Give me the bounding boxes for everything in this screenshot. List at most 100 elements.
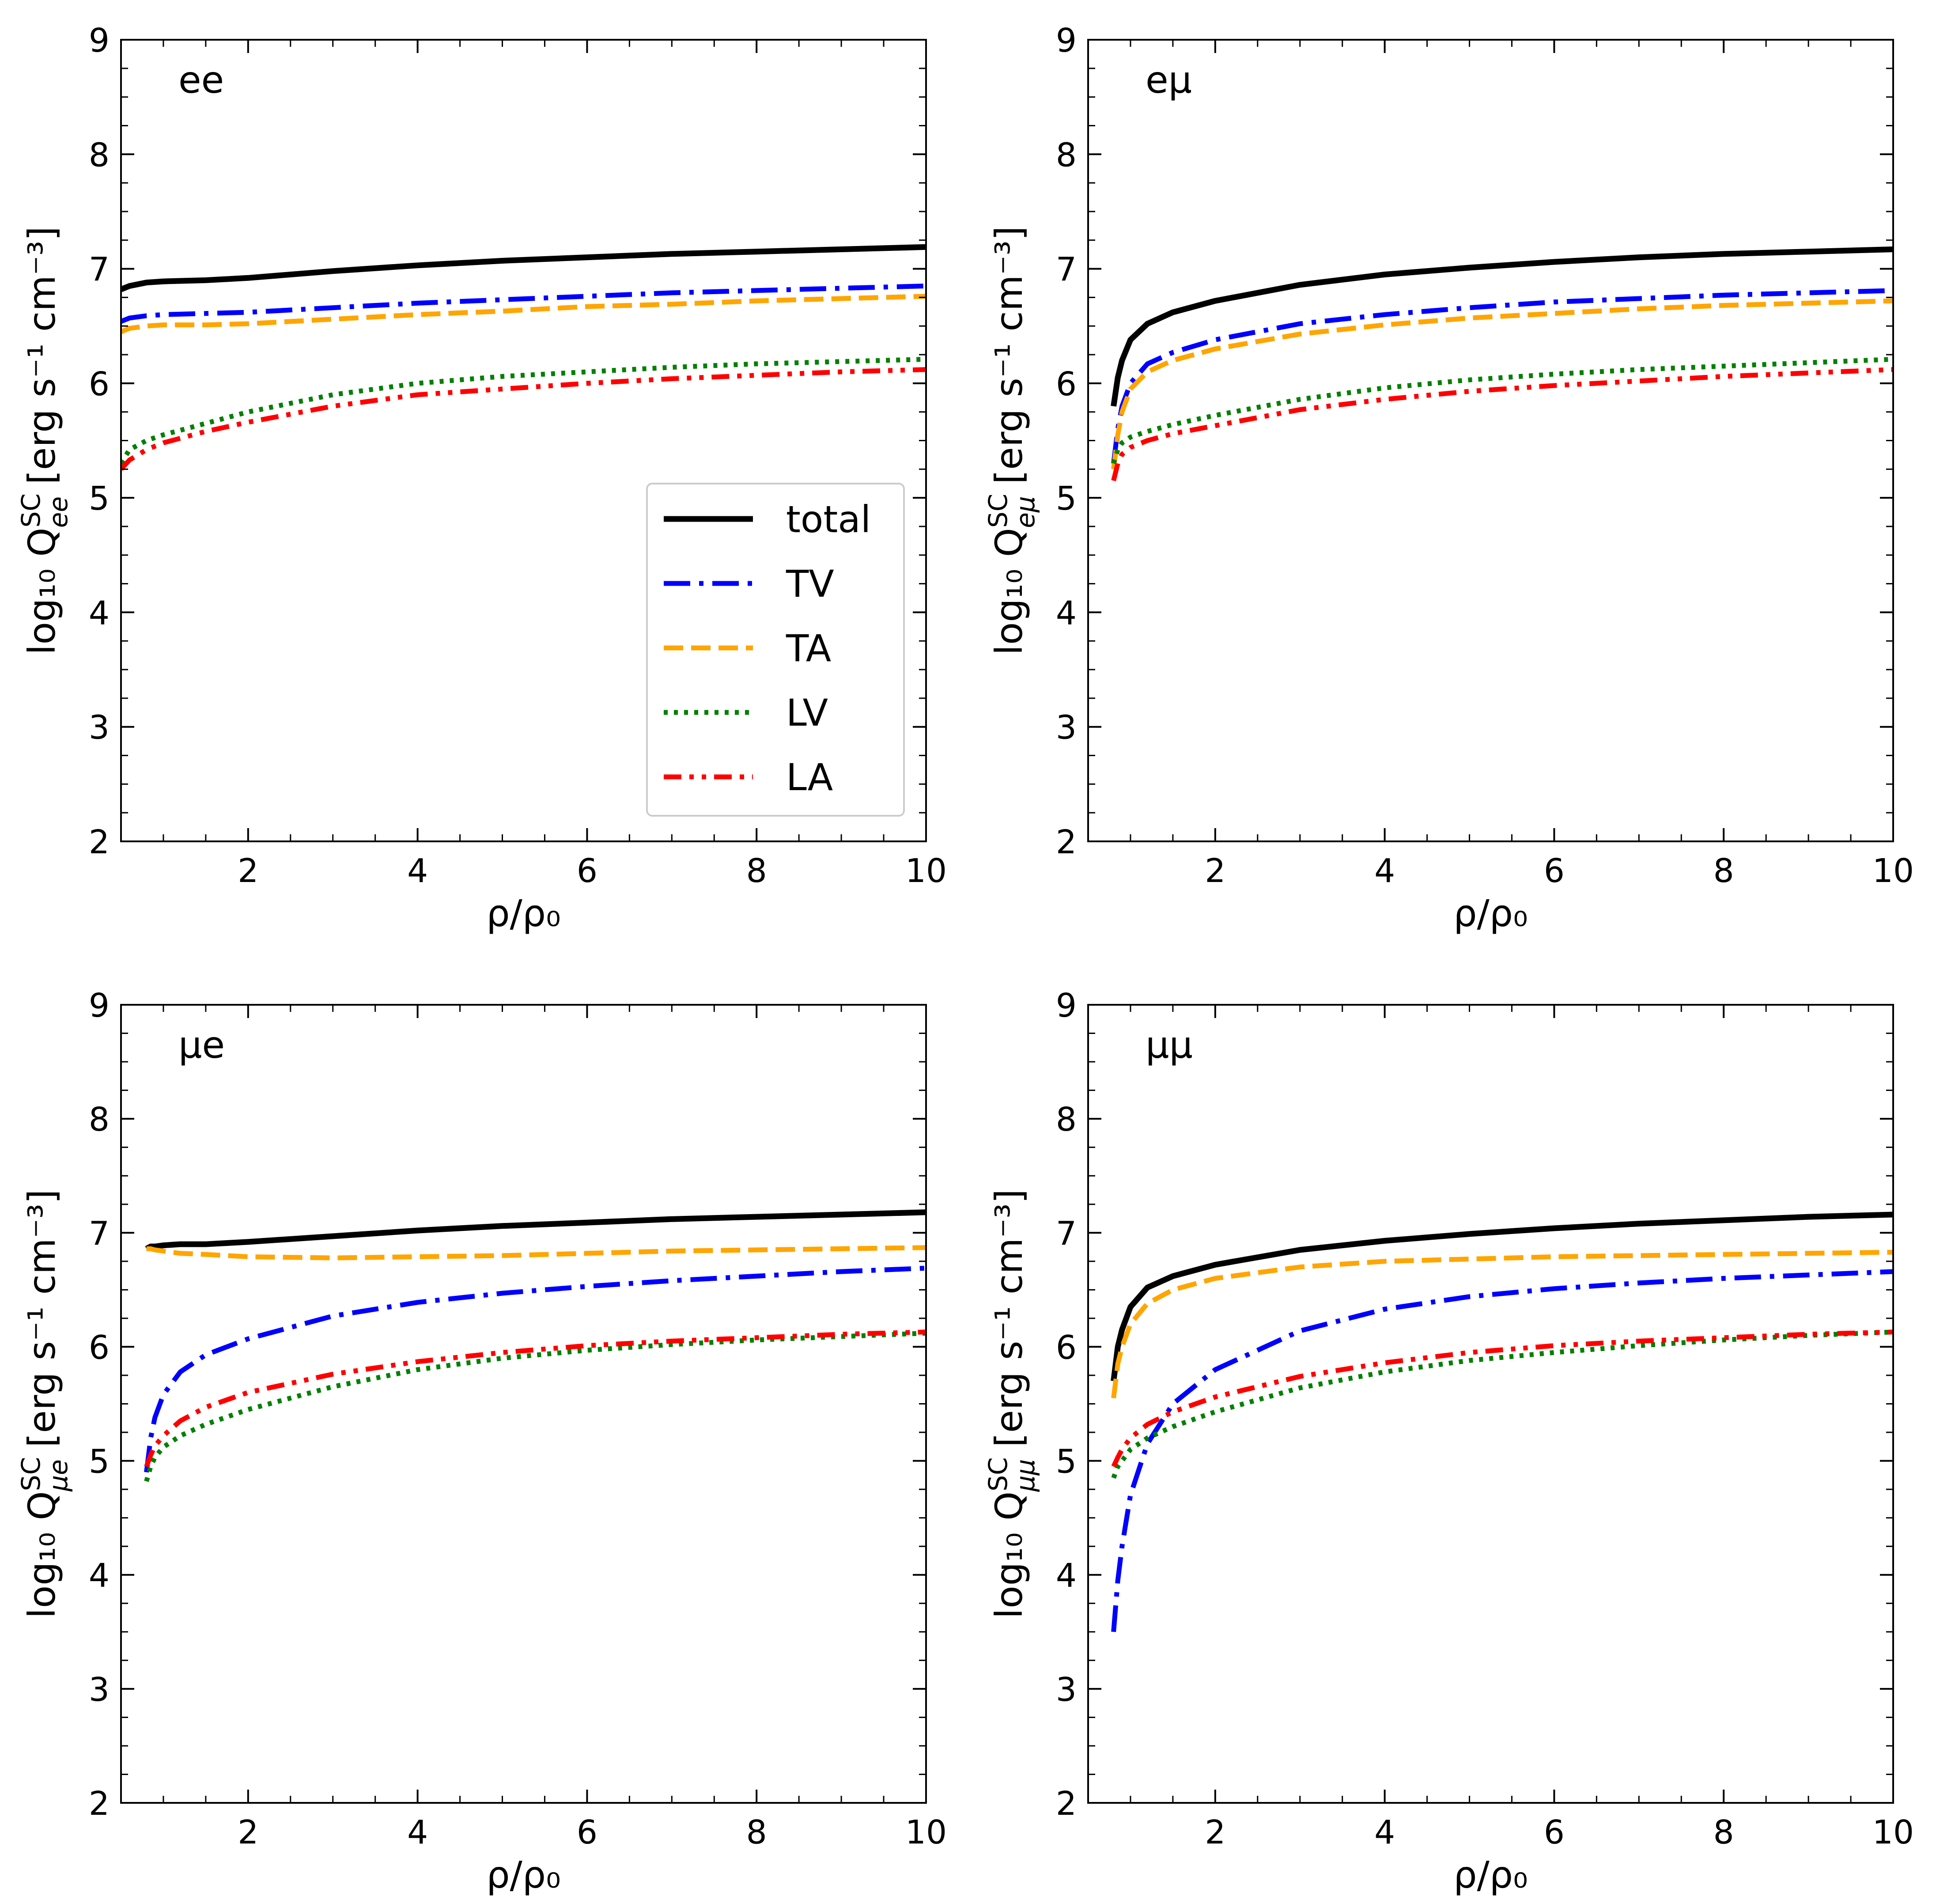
x-tick-label: 4 — [407, 1813, 428, 1851]
x-tick-label: 2 — [1205, 1813, 1225, 1851]
y-tick-label: 7 — [89, 1215, 110, 1253]
y-tick-label: 3 — [1056, 1671, 1077, 1709]
y-tick-label: 4 — [89, 594, 110, 632]
x-tick-label: 10 — [1872, 852, 1914, 890]
legend-label-tv: TV — [786, 562, 834, 606]
y-tick-label: 7 — [1056, 1215, 1077, 1253]
legend-label-lv: LV — [786, 691, 828, 734]
y-tick-label: 8 — [1056, 1101, 1077, 1139]
series-line-ta — [121, 294, 926, 334]
y-tick-label: 6 — [1056, 1329, 1077, 1366]
panel-ee: 2 4 6 8 10 2 3 4 5 6 7 8 9 ρ/ρ₀ log₁₀ QSCee [erg s⁻¹ c… — [16, 22, 947, 935]
legend-label-ta: TA — [786, 627, 831, 670]
axes-frame — [1087, 1004, 1894, 1804]
x-tick-label: 8 — [1713, 1813, 1734, 1851]
x-tick-label: 6 — [577, 852, 597, 890]
panel-label: ee — [178, 58, 224, 102]
y-tick-label: 9 — [1056, 987, 1077, 1025]
axes-frame — [1087, 39, 1894, 842]
y-tick-label: 9 — [89, 987, 110, 1025]
y-tick-label: 2 — [1056, 823, 1077, 861]
panel-mumu: 2 4 6 8 10 2 3 4 5 6 7 8 9 ρ/ρ₀ log₁₀ QSCμμ [erg s⁻¹ c… — [983, 987, 1914, 1896]
series-line-la — [1111, 1329, 1893, 1468]
panel-label: eμ — [1146, 58, 1192, 102]
y-tick-label: 5 — [89, 480, 110, 518]
x-tick-label: 8 — [746, 1813, 767, 1851]
tick-marks — [1088, 39, 1894, 842]
panel-mue: 2 4 6 8 10 2 3 4 5 6 7 8 9 ρ/ρ₀ log₁₀ QSCμe [erg s⁻¹ c… — [16, 987, 947, 1896]
y-tick-label: 2 — [1056, 1785, 1077, 1823]
x-tick-label: 4 — [407, 852, 428, 890]
series-line-lv — [121, 356, 926, 465]
x-tick-label: 6 — [1544, 1813, 1565, 1851]
y-tick-label: 6 — [89, 365, 110, 403]
series-line-tv — [144, 1265, 926, 1473]
series-line-tv — [121, 284, 926, 324]
x-tick-label: 10 — [905, 852, 947, 890]
series-line-total — [145, 1209, 926, 1252]
y-tick-label: 6 — [1056, 365, 1077, 403]
series-line-tv — [1111, 1269, 1893, 1632]
y-tick-label: 2 — [89, 823, 110, 861]
series-line-la — [121, 367, 926, 471]
y-tick-label: 8 — [89, 1101, 110, 1139]
y-tick-label: 6 — [89, 1329, 110, 1366]
tick-marks — [121, 1004, 927, 1804]
x-axis-label: ρ/ρ₀ — [1453, 892, 1528, 935]
y-tick-label: 5 — [1056, 480, 1077, 518]
y-tick-label: 2 — [89, 1785, 110, 1823]
y-tick-label: 8 — [89, 136, 110, 174]
y-tick-label: 9 — [1056, 22, 1077, 60]
x-tick-label: 6 — [577, 1813, 597, 1851]
series-line-la — [1111, 367, 1893, 481]
y-axis-label: log₁₀ QSCee [erg s⁻¹ cm⁻³] — [16, 226, 73, 655]
legend: total TV TA LV LA — [646, 483, 905, 817]
x-tick-label: 8 — [746, 852, 767, 890]
y-tick-label: 5 — [89, 1443, 110, 1481]
series-line-total — [1111, 246, 1893, 407]
series-line-ta — [1111, 298, 1893, 469]
panel-label: μμ — [1146, 1023, 1193, 1067]
series-line-lv — [1111, 356, 1893, 465]
y-tick-label: 7 — [89, 251, 110, 289]
series-line-ta — [1111, 1249, 1893, 1399]
tick-marks — [121, 39, 927, 842]
legend-label-total: total — [786, 498, 871, 541]
y-tick-label: 9 — [89, 22, 110, 60]
axes-frame — [120, 1004, 927, 1804]
series-line-ta — [146, 1245, 926, 1261]
x-tick-label: 2 — [238, 1813, 258, 1851]
x-tick-label: 4 — [1374, 852, 1395, 890]
series-line-lv — [1111, 1329, 1893, 1479]
panel-label: μe — [178, 1023, 225, 1067]
y-tick-label: 3 — [89, 709, 110, 747]
x-tick-label: 4 — [1374, 1813, 1395, 1851]
panel-emu: 2 4 6 8 10 2 3 4 5 6 7 8 9 ρ/ρ₀ log₁₀ QSCeμ [erg s⁻¹ c… — [983, 22, 1914, 935]
y-axis-label: log₁₀ QSCeμ [erg s⁻¹ cm⁻³] — [983, 226, 1040, 655]
series-line-total — [1111, 1211, 1893, 1382]
series-line-lv — [144, 1331, 926, 1482]
x-tick-label: 6 — [1544, 852, 1565, 890]
y-tick-label: 3 — [1056, 709, 1077, 747]
x-axis-label: ρ/ρ₀ — [486, 1853, 561, 1896]
y-tick-label: 4 — [89, 1557, 110, 1595]
x-tick-label: 2 — [238, 852, 258, 890]
x-tick-label: 10 — [905, 1813, 947, 1851]
x-axis-label: ρ/ρ₀ — [486, 892, 561, 935]
series-line-total — [121, 244, 926, 292]
tick-marks — [1088, 1004, 1894, 1804]
y-tick-label: 4 — [1056, 594, 1077, 632]
legend-label-la: LA — [786, 756, 833, 799]
x-tick-label: 8 — [1713, 852, 1734, 890]
x-tick-label: 10 — [1872, 1813, 1914, 1851]
y-axis-label: log₁₀ QSCμμ [erg s⁻¹ cm⁻³] — [983, 1189, 1040, 1619]
y-tick-label: 4 — [1056, 1557, 1077, 1595]
y-tick-label: 8 — [1056, 136, 1077, 174]
x-axis-label: ρ/ρ₀ — [1453, 1853, 1528, 1896]
y-tick-label: 7 — [1056, 251, 1077, 289]
y-tick-label: 5 — [1056, 1443, 1077, 1481]
x-tick-label: 2 — [1205, 852, 1225, 890]
y-axis-label: log₁₀ QSCμe [erg s⁻¹ cm⁻³] — [16, 1189, 73, 1619]
series-line-la — [144, 1329, 926, 1468]
